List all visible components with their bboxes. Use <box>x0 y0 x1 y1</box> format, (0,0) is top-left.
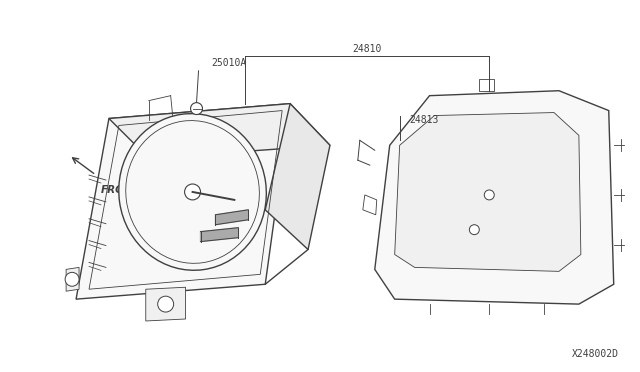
Text: 24810: 24810 <box>352 44 381 54</box>
Ellipse shape <box>119 113 266 270</box>
Polygon shape <box>265 104 330 250</box>
Polygon shape <box>375 91 614 304</box>
Polygon shape <box>216 210 248 225</box>
Circle shape <box>191 103 202 115</box>
Polygon shape <box>76 104 290 299</box>
Polygon shape <box>146 287 186 321</box>
Text: FRONT: FRONT <box>101 185 141 195</box>
Circle shape <box>157 296 173 312</box>
Circle shape <box>484 190 494 200</box>
Polygon shape <box>109 104 330 158</box>
Circle shape <box>184 184 200 200</box>
Circle shape <box>65 272 79 286</box>
Polygon shape <box>200 228 238 241</box>
Polygon shape <box>395 113 581 271</box>
Text: 25010A: 25010A <box>211 58 247 68</box>
Text: 24813: 24813 <box>410 115 439 125</box>
Text: X248002D: X248002D <box>572 349 619 359</box>
Circle shape <box>469 225 479 235</box>
Polygon shape <box>66 267 79 291</box>
